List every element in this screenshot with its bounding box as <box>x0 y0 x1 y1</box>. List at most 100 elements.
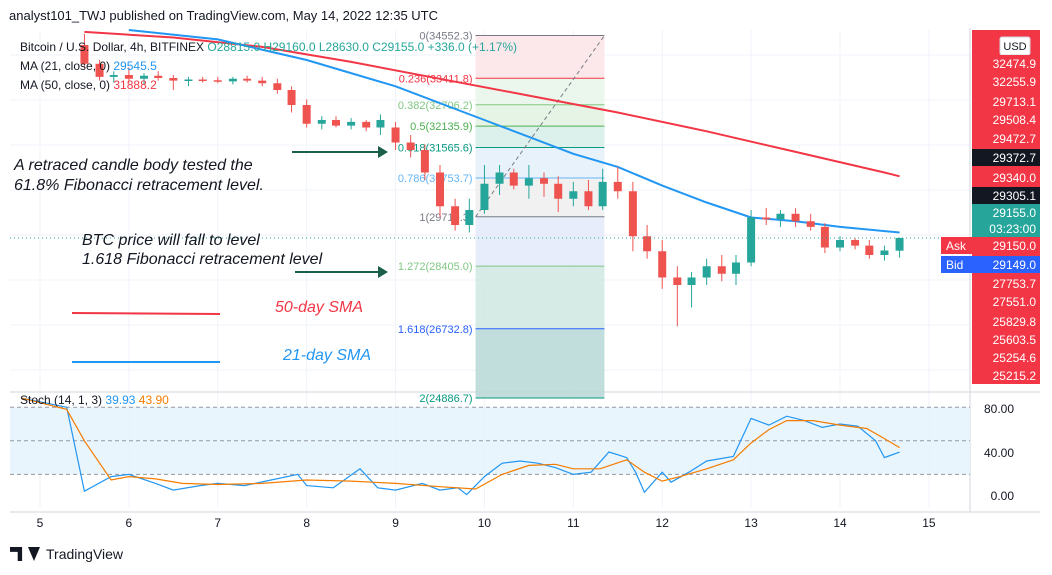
candle-body <box>169 78 178 81</box>
time-tick-label: 13 <box>744 516 758 530</box>
candle-body <box>851 240 860 246</box>
time-tick-label: 10 <box>478 516 492 530</box>
price-label: 27753.7 <box>993 277 1037 291</box>
candle-body <box>420 150 429 173</box>
stoch-legend: Stoch (14, 1, 3) 39.93 43.90 <box>20 393 169 407</box>
candle-body <box>569 191 578 199</box>
candle-body <box>302 105 311 124</box>
candle-body <box>391 127 400 143</box>
fib-trend-line <box>475 35 605 218</box>
fib-level-label: 1.272(28405.0) <box>398 261 473 273</box>
candle-body <box>80 45 89 64</box>
candle-body <box>673 277 682 285</box>
time-tick-label: 9 <box>392 516 399 530</box>
price-label: 27551.0 <box>993 295 1037 309</box>
fibonacci-retracement: 0(34552.3)0.236(33411.8)0.382(32706.2)0.… <box>398 31 605 405</box>
candle-body <box>436 172 444 207</box>
candle-body <box>584 191 593 207</box>
legend-ma21-row: MA (21, close, 0) 29545.5 <box>20 59 157 73</box>
candle-body <box>480 183 489 210</box>
annotation-fall-line2: 1.618 Fibonacci retracement level <box>82 251 323 268</box>
candle-body <box>613 181 622 192</box>
fib-band <box>475 216 605 267</box>
price-label: 29150.0 <box>993 239 1037 253</box>
price-label: 03:23:00 <box>989 222 1036 236</box>
candle-body <box>465 210 474 225</box>
candle-body <box>598 181 607 207</box>
tradingview-logo-icon <box>10 547 23 561</box>
price-label: 25603.5 <box>993 333 1037 347</box>
sma21-key-label: 21-day SMA <box>282 347 371 364</box>
candle-body <box>273 83 282 90</box>
candle-body <box>895 237 904 251</box>
price-label-bg <box>972 275 1040 292</box>
chart-legend: Bitcoin / U.S. Dollar, 4h, BITFINEX O288… <box>20 40 517 92</box>
price-label: 29155.0 <box>993 206 1037 220</box>
candle-body <box>184 79 193 81</box>
time-tick-label: 6 <box>126 516 133 530</box>
candle-body <box>865 245 874 255</box>
candle-body <box>140 75 148 79</box>
candle-body <box>406 142 415 150</box>
price-label-bg <box>972 220 1040 237</box>
fib-band <box>475 126 605 148</box>
price-label: 32474.9 <box>993 57 1037 71</box>
price-label: 25254.6 <box>993 351 1037 365</box>
bid-label: Bid <box>946 258 963 272</box>
fib-level-label: 1(29719.3) <box>419 212 472 224</box>
stoch-axis-label: 40.00 <box>984 446 1014 460</box>
time-tick-label: 7 <box>214 516 221 530</box>
candle-body <box>776 213 785 220</box>
tradingview-wordmark: TradingView <box>46 546 124 562</box>
candle-body <box>806 221 815 227</box>
price-label-bg <box>972 237 1040 254</box>
price-label-bg <box>972 73 1040 90</box>
candle-body <box>880 250 889 255</box>
price-label-bg <box>972 349 1040 366</box>
candle-body <box>95 63 104 77</box>
candle-body <box>791 213 800 222</box>
price-axis[interactable]: USD 32474.9 32255.9 29713.1 29508.4 29472.7 29… <box>941 30 1040 503</box>
annotations: A retraced candle body tested the 61.8% F… <box>13 146 388 364</box>
candle-body <box>509 172 518 186</box>
price-label-bg <box>972 169 1040 186</box>
price-label-bg <box>972 204 1040 221</box>
ask-tag <box>941 237 972 254</box>
fib-band <box>475 78 605 105</box>
price-label-bg <box>972 93 1040 110</box>
annotation-arrow-fib-head <box>378 146 388 158</box>
price-label: 29149.0 <box>993 258 1037 272</box>
candle-body <box>702 266 711 278</box>
candle-body <box>628 191 637 237</box>
sma50-key-label: 50-day SMA <box>275 299 363 316</box>
time-tick-label: 8 <box>303 516 310 530</box>
time-axis[interactable]: 5 6 7 8 9 10 11 12 13 14 15 <box>37 516 936 530</box>
time-tick-label: 12 <box>656 516 670 530</box>
candle-body <box>287 90 296 105</box>
legend-symbol-row: Bitcoin / U.S. Dollar, 4h, BITFINEX O288… <box>20 40 517 54</box>
stoch-d-line <box>22 397 900 490</box>
bid-tag <box>941 256 972 273</box>
price-label: 29305.1 <box>993 189 1037 203</box>
time-tick-label: 5 <box>37 516 44 530</box>
price-label: 29340.0 <box>993 171 1037 185</box>
price-label-bg <box>972 111 1040 128</box>
price-label-bg <box>972 293 1040 310</box>
fib-band <box>475 328 605 398</box>
publisher-line: analyst101_TWJ published on TradingView.… <box>9 8 438 23</box>
fib-band <box>475 266 605 329</box>
price-label-bg <box>972 130 1040 147</box>
candle-body <box>124 75 133 79</box>
tradingview-logo[interactable]: TradingView <box>10 546 123 562</box>
fib-level-label: 1.618(26732.8) <box>398 324 473 336</box>
price-label-bg <box>972 367 1040 384</box>
price-label: 29508.4 <box>993 113 1037 127</box>
price-label: 25215.2 <box>993 369 1037 383</box>
price-label-bg <box>972 187 1040 204</box>
candle-body <box>687 277 696 285</box>
annotation-arrow-target-head <box>378 266 388 278</box>
candle-body <box>836 240 844 248</box>
candle-body <box>109 75 118 77</box>
ask-label: Ask <box>946 239 967 253</box>
